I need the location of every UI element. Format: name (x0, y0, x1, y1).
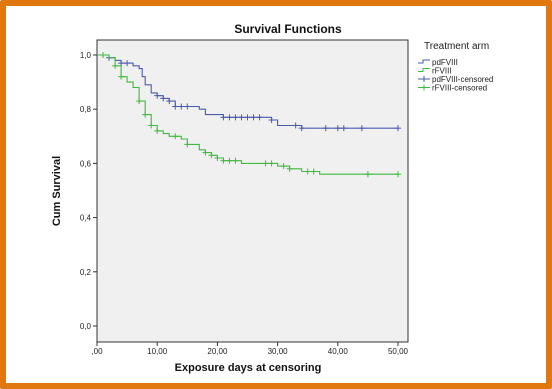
censor-mark-rFVIII (304, 168, 311, 175)
censor-mark-pdFVIII (340, 125, 347, 132)
censor-mark-rFVIII (364, 171, 371, 178)
censor-mark-pdFVIII (178, 103, 185, 110)
censor-mark-pdFVIII (292, 122, 299, 129)
censor-mark-pdFVIII (124, 60, 131, 67)
legend-item: pdFVIII-censored (418, 75, 493, 84)
censor-mark-rFVIII (184, 141, 191, 148)
y-axis: 0,0 0,2 0,4 0,6 0,8 1,0 (80, 51, 97, 331)
x-tick-label: 20,00 (207, 347, 228, 356)
censor-mark-rFVIII (112, 62, 119, 69)
x-axis-title: Exposure days at censoring (175, 362, 322, 374)
x-tick-label: 10,00 (147, 347, 168, 356)
censor-mark-pdFVIII (160, 95, 167, 102)
legend-label: pdFVIII (432, 58, 458, 67)
censor-mark-rFVIII (208, 152, 215, 159)
x-tick-label: ,00 (91, 347, 103, 356)
x-axis: ,00 10,00 20,00 30,00 40,00 50,00 (91, 342, 409, 356)
y-tick-label: 0,0 (80, 322, 92, 331)
series-layer (97, 52, 401, 178)
censor-mark-rFVIII (286, 165, 293, 172)
censor-mark-rFVIII (118, 73, 125, 80)
censor-mark-rFVIII (262, 160, 269, 167)
censor-mark-rFVIII (214, 154, 221, 161)
y-tick-label: 1,0 (80, 51, 92, 60)
legend-item: rFVIII (418, 67, 452, 76)
censor-mark-pdFVIII (298, 125, 305, 132)
y-tick-label: 0,2 (80, 268, 92, 277)
censor-mark-pdFVIII (172, 103, 179, 110)
censor-mark-rFVIII (280, 163, 287, 170)
censor-mark-rFVIII (142, 111, 149, 118)
censor-mark-rFVIII (100, 52, 107, 58)
legend-label: rFVIII-censored (432, 84, 487, 93)
censor-mark-pdFVIII (334, 125, 341, 132)
censor-mark-rFVIII (310, 168, 317, 175)
censor-mark-rFVIII (395, 171, 401, 178)
censor-mark-pdFVIII (238, 114, 245, 121)
censor-mark-rFVIII (220, 157, 227, 164)
censor-mark-pdFVIII (358, 125, 365, 132)
censor-mark-pdFVIII (268, 117, 275, 124)
legend: pdFVIIIrFVIIIpdFVIII-censoredrFVIII-cens… (418, 58, 493, 93)
censor-mark-rFVIII (268, 160, 275, 167)
legend-title: Treatment arm (424, 41, 489, 52)
censor-mark-rFVIII (172, 133, 179, 140)
censor-mark-pdFVIII (232, 114, 239, 121)
y-tick-label: 0,6 (80, 159, 92, 168)
censor-mark-rFVIII (202, 149, 209, 156)
censor-mark-pdFVIII (220, 114, 227, 121)
survival-line-rFVIII (97, 54, 398, 175)
censor-mark-pdFVIII (250, 114, 257, 121)
censor-mark-pdFVIII (184, 103, 191, 110)
censor-mark-pdFVIII (166, 98, 173, 105)
censor-mark-pdFVIII (118, 60, 125, 67)
censor-mark-pdFVIII (395, 125, 401, 132)
censor-mark-pdFVIII (154, 92, 161, 99)
y-tick-label: 0,8 (80, 105, 92, 114)
plot-area (96, 39, 409, 343)
censor-mark-pdFVIII (256, 114, 263, 121)
censor-mark-pdFVIII (226, 114, 233, 121)
legend-swatch (418, 59, 430, 64)
censor-mark-rFVIII (148, 122, 155, 129)
legend-item: rFVIII-censored (418, 84, 487, 93)
censor-mark-rFVIII (136, 98, 143, 105)
x-tick-label: 30,00 (268, 347, 289, 356)
legend-swatch (418, 68, 430, 72)
legend-label: rFVIII (432, 67, 452, 76)
y-axis-title: Cum Survival (51, 156, 63, 226)
censor-mark-pdFVIII (322, 125, 329, 132)
legend-label: pdFVIII-censored (432, 75, 493, 84)
x-tick-label: 40,00 (328, 347, 349, 356)
y-tick-label: 0,4 (80, 214, 92, 223)
censor-mark-rFVIII (226, 157, 233, 164)
censor-mark-rFVIII (232, 157, 239, 164)
legend-item: pdFVIII (418, 58, 458, 67)
chart-title: Survival Functions (234, 22, 342, 36)
censor-mark-pdFVIII (244, 114, 251, 121)
x-tick-label: 50,00 (388, 347, 409, 356)
censor-mark-rFVIII (154, 127, 161, 134)
